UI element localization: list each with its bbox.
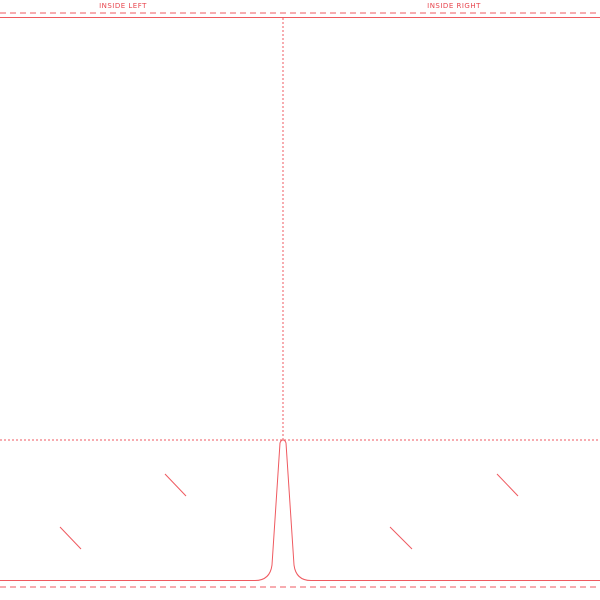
card-slit [59, 526, 82, 550]
pocket-cut [0, 439, 600, 581]
panel-label: INSIDE LEFT [99, 2, 147, 10]
card-slit [164, 473, 187, 497]
card-slit [389, 526, 413, 550]
card-slit [496, 473, 519, 497]
panel-label: INSIDE RIGHT [427, 2, 481, 10]
